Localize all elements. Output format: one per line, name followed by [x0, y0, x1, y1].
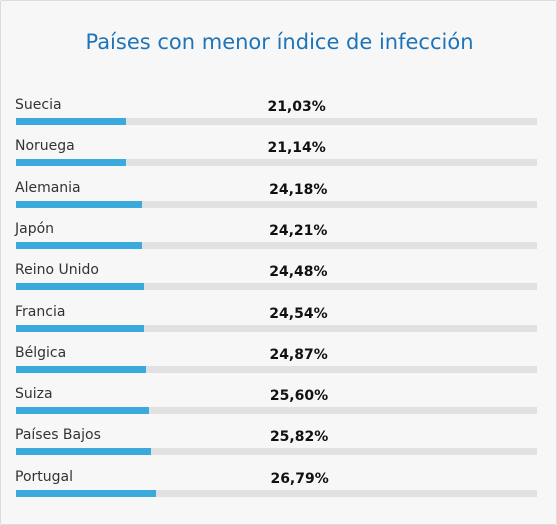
value-label: 25,82% [269, 429, 329, 446]
bar-row: Suecia 21,03% [1, 97, 557, 138]
bar-row: Portugal 26,79% [1, 469, 557, 510]
category-label: Suiza [15, 386, 53, 403]
value-label: 26,79% [270, 470, 329, 487]
value-label: 21,14% [267, 140, 326, 157]
bar [16, 489, 156, 497]
bar-row: Bélgica 24,87% [1, 345, 557, 386]
category-label: Japón [15, 220, 55, 237]
category-label: Alemania [15, 179, 81, 196]
category-label: Reino Unido [15, 262, 99, 279]
bar-track [16, 118, 537, 125]
value-label: 24,18% [269, 181, 328, 198]
bar-track [16, 159, 537, 167]
bar [16, 365, 146, 373]
bar [16, 159, 127, 167]
bar [16, 118, 126, 125]
category-label: Bélgica [15, 344, 67, 361]
category-label: Portugal [15, 468, 73, 485]
bar-track [16, 365, 537, 373]
category-label: Francia [15, 303, 66, 320]
bar-row: Países Bajos 25,82% [1, 427, 557, 468]
chart-title: Países con menor índice de infección [85, 30, 474, 54]
value-label: 24,54% [269, 305, 328, 322]
bar-row: Noruega 21,14% [1, 138, 557, 179]
bar [16, 324, 144, 332]
value-label: 24,21% [269, 222, 328, 239]
bar-row: Alemania 24,18% [1, 180, 557, 221]
bar-track [16, 200, 537, 208]
value-label: 24,87% [269, 346, 328, 363]
bar [16, 407, 150, 415]
bar-track [16, 407, 537, 415]
category-label: Noruega [15, 138, 75, 155]
bar-track [16, 448, 537, 456]
bar-track [16, 283, 537, 291]
bar [16, 241, 143, 249]
bar [16, 200, 142, 208]
value-label: 25,60% [269, 388, 329, 405]
bar-row: Suiza 25,60% [1, 386, 557, 427]
category-label: Suecia [15, 97, 62, 113]
bar-track [16, 324, 537, 332]
category-label: Países Bajos [15, 427, 101, 444]
value-label: 24,48% [269, 264, 328, 281]
bar-row: Reino Unido 24,48% [1, 262, 557, 303]
bar-row: Japón 24,21% [1, 221, 557, 262]
bar-row: Francia 24,54% [1, 304, 557, 345]
bar [16, 448, 151, 456]
value-label: 21,03% [267, 99, 326, 115]
bar [16, 283, 144, 291]
bar-track [16, 489, 537, 497]
bar-track [16, 241, 537, 249]
